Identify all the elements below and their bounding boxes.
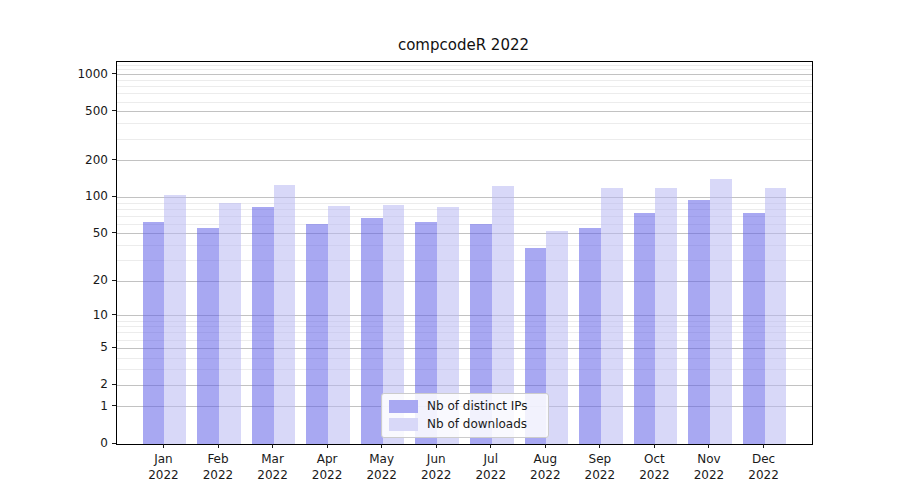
bar-downloads [765,188,787,444]
gridline-minor [117,86,812,87]
bar-distinct-ips [361,218,383,444]
y-axis-tick-label: 5 [0,339,108,355]
bar-distinct-ips [197,228,219,444]
bar-distinct-ips [634,213,656,444]
y-axis-tick-label: 2 [0,376,108,392]
bar-downloads [655,188,677,444]
y-axis-tick-label: 20 [0,272,108,288]
x-axis-tick-label: Apr2022 [297,451,357,483]
x-axis-tick-mark [490,444,491,448]
gridline-minor [117,123,812,124]
x-axis-tick-label: Aug2022 [515,451,575,483]
y-axis-tick-label: 0 [0,435,108,451]
x-axis-tick-label: May2022 [352,451,412,483]
bar-downloads [546,231,568,444]
gridline-minor [117,80,812,81]
x-axis-tick-mark [218,444,219,448]
x-axis-tick-label: Feb2022 [188,451,248,483]
bar-downloads [274,185,296,444]
gridline-major [117,74,812,75]
legend-label: Nb of downloads [427,417,527,431]
chart-title: compcodeR 2022 [116,36,811,54]
legend: Nb of distinct IPs Nb of downloads [381,393,549,438]
x-axis-tick-mark [599,444,600,448]
bar-downloads [601,188,623,444]
x-axis-tick-mark [545,444,546,448]
x-axis-tick-label: Sep2022 [570,451,630,483]
x-axis-tick-mark [272,444,273,448]
bar-downloads [164,195,186,444]
legend-swatch-downloads [389,418,418,431]
x-axis-tick-label: Mar2022 [243,451,303,483]
y-axis: 01251020501002005001000 [0,61,116,443]
y-axis-tick-label: 1000 [0,66,108,82]
y-axis-tick-mark [112,196,116,197]
gridline-major [117,111,812,112]
x-axis-tick-mark [708,444,709,448]
bar-downloads [328,206,350,444]
bar-distinct-ips [743,213,765,444]
legend-item-distinct-ips: Nb of distinct IPs [389,399,539,413]
y-axis-tick-label: 50 [0,225,108,241]
plot-area: Nb of distinct IPs Nb of downloads [116,61,813,445]
x-axis-tick-mark [654,444,655,448]
legend-label: Nb of distinct IPs [427,399,528,413]
x-axis-tick-label: Oct2022 [624,451,684,483]
bar-downloads [219,203,241,444]
x-axis-tick-mark [327,444,328,448]
x-axis-tick-mark [163,444,164,448]
bar-distinct-ips [143,222,165,444]
y-axis-tick-label: 1 [0,398,108,414]
gridline-minor [117,93,812,94]
y-axis-tick-label: 500 [0,103,108,119]
x-axis-tick-label: Dec2022 [734,451,794,483]
x-axis: Jan2022Feb2022Mar2022Apr2022May2022Jun20… [116,443,811,500]
y-axis-tick-mark [112,159,116,160]
y-axis-tick-label: 100 [0,188,108,204]
legend-item-downloads: Nb of downloads [389,417,539,431]
chart-figure: compcodeR 2022 Nb of distinct IPs Nb of … [0,0,900,500]
gridline-minor [117,102,812,103]
y-axis-tick-mark [112,405,116,406]
gridline-minor [117,69,812,70]
gridline-major [117,197,812,198]
x-axis-tick-label: Jun2022 [406,451,466,483]
legend-swatch-distinct-ips [389,400,418,413]
y-axis-tick-mark [112,314,116,315]
bar-distinct-ips [306,224,328,444]
y-axis-tick-label: 10 [0,307,108,323]
gridline-minor [117,65,812,66]
x-axis-tick-mark [436,444,437,448]
y-axis-tick-mark [112,384,116,385]
x-axis-tick-label: Jul2022 [461,451,521,483]
bar-downloads [710,179,732,444]
x-axis-tick-mark [763,444,764,448]
y-axis-tick-label: 200 [0,152,108,168]
y-axis-tick-mark [112,110,116,111]
y-axis-tick-mark [112,280,116,281]
bar-distinct-ips [688,200,710,444]
x-axis-tick-mark [381,444,382,448]
gridline-minor [117,139,812,140]
x-axis-tick-label: Jan2022 [133,451,193,483]
y-axis-tick-mark [112,347,116,348]
y-axis-tick-mark [112,73,116,74]
gridline-major [117,160,812,161]
bar-distinct-ips [579,228,601,444]
x-axis-tick-label: Nov2022 [679,451,739,483]
y-axis-tick-mark [112,232,116,233]
bar-distinct-ips [252,207,274,444]
